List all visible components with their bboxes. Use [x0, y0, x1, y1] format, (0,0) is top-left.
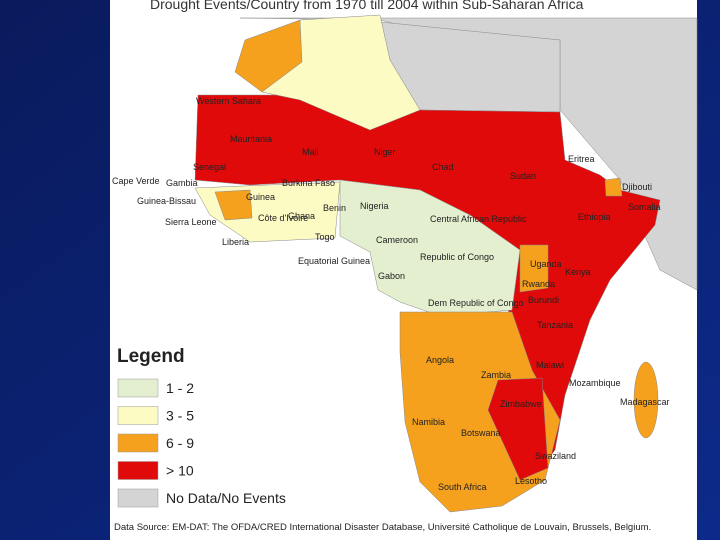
country-label: Liberia [222, 237, 249, 247]
country-label: Madagascar [620, 397, 670, 407]
legend-swatch [117, 488, 159, 508]
country-label: Ghana [288, 211, 315, 221]
country-label: Cape Verde [112, 176, 160, 186]
legend-label: 6 - 9 [166, 435, 194, 451]
country-label: South Africa [438, 482, 487, 492]
country-label: Ethiopia [578, 212, 611, 222]
legend-swatch [117, 378, 159, 398]
country-label: Somalia [628, 202, 661, 212]
country-label: Côte d'Ivoire [258, 213, 308, 223]
region-orange [214, 189, 253, 221]
country-label: Mali [302, 147, 319, 157]
country-label: Equatorial Guinea [298, 256, 370, 266]
country-label: Togo [315, 232, 335, 242]
country-label: Tanzania [537, 320, 573, 330]
country-label: Namibia [412, 417, 445, 427]
country-label: Zambia [481, 370, 511, 380]
legend: Legend 1 - 2 3 - 5 6 - 9 > 10 No Data/No Eve… [110, 326, 346, 516]
country-label: Kenya [565, 267, 591, 277]
region-yellow [261, 14, 421, 131]
country-label: Niger [374, 147, 396, 157]
country-label: Malawi [536, 360, 564, 370]
region-orange [633, 361, 659, 439]
country-label: Nigeria [360, 201, 389, 211]
country-label: Western Sahara [196, 96, 261, 106]
country-labels: Western Sahara Mauritania Mali Niger Cha… [112, 96, 670, 492]
country-label: Djibouti [622, 182, 652, 192]
legend-swatch [117, 461, 159, 480]
legend-label: No Data/No Events [166, 490, 286, 506]
country-label: Mauritania [230, 134, 272, 144]
country-label: Guinea-Bissau [137, 196, 196, 206]
map-title: Drought Events/Country from 1970 till 20… [150, 0, 584, 12]
country-label: Sierra Leone [165, 217, 217, 227]
map [194, 14, 698, 513]
country-label: Gambia [166, 178, 198, 188]
country-label: Eritrea [568, 154, 595, 164]
region-red [487, 377, 549, 481]
country-label: Chad [432, 162, 454, 172]
country-label: Burkina Faso [282, 178, 335, 188]
country-label: Swaziland [535, 451, 576, 461]
country-label: Senegal [193, 162, 226, 172]
country-label: Cameroon [376, 235, 418, 245]
legend-swatch [117, 433, 159, 453]
country-label: Burundi [528, 295, 559, 305]
country-label: Republic of Congo [420, 252, 494, 262]
region-orange [519, 244, 549, 293]
country-label: Dem Republic of Congo [428, 298, 524, 308]
country-label: Gabon [378, 271, 405, 281]
country-label: Rwanda [522, 279, 555, 289]
country-label: Guinea [246, 192, 275, 202]
region-orange [604, 177, 623, 197]
country-label: Zimbabwe [500, 399, 542, 409]
country-label: Mozambique [569, 378, 621, 388]
country-label: Central African Republic [430, 214, 527, 224]
legend-label: > 10 [166, 463, 194, 479]
legend-label: 1 - 2 [166, 380, 194, 396]
country-label: Benin [323, 203, 346, 213]
legend-label: 3 - 5 [166, 408, 194, 424]
country-label: Uganda [530, 259, 562, 269]
country-label: Sudan [510, 171, 536, 181]
legend-swatch [117, 406, 159, 425]
legend-title: Legend [117, 346, 185, 367]
country-label: Botswana [461, 428, 501, 438]
source-note: Data Source: EM-DAT: The OFDA/CRED Inter… [114, 522, 651, 533]
country-label: Lesotho [515, 476, 547, 486]
country-label: Angola [426, 355, 454, 365]
